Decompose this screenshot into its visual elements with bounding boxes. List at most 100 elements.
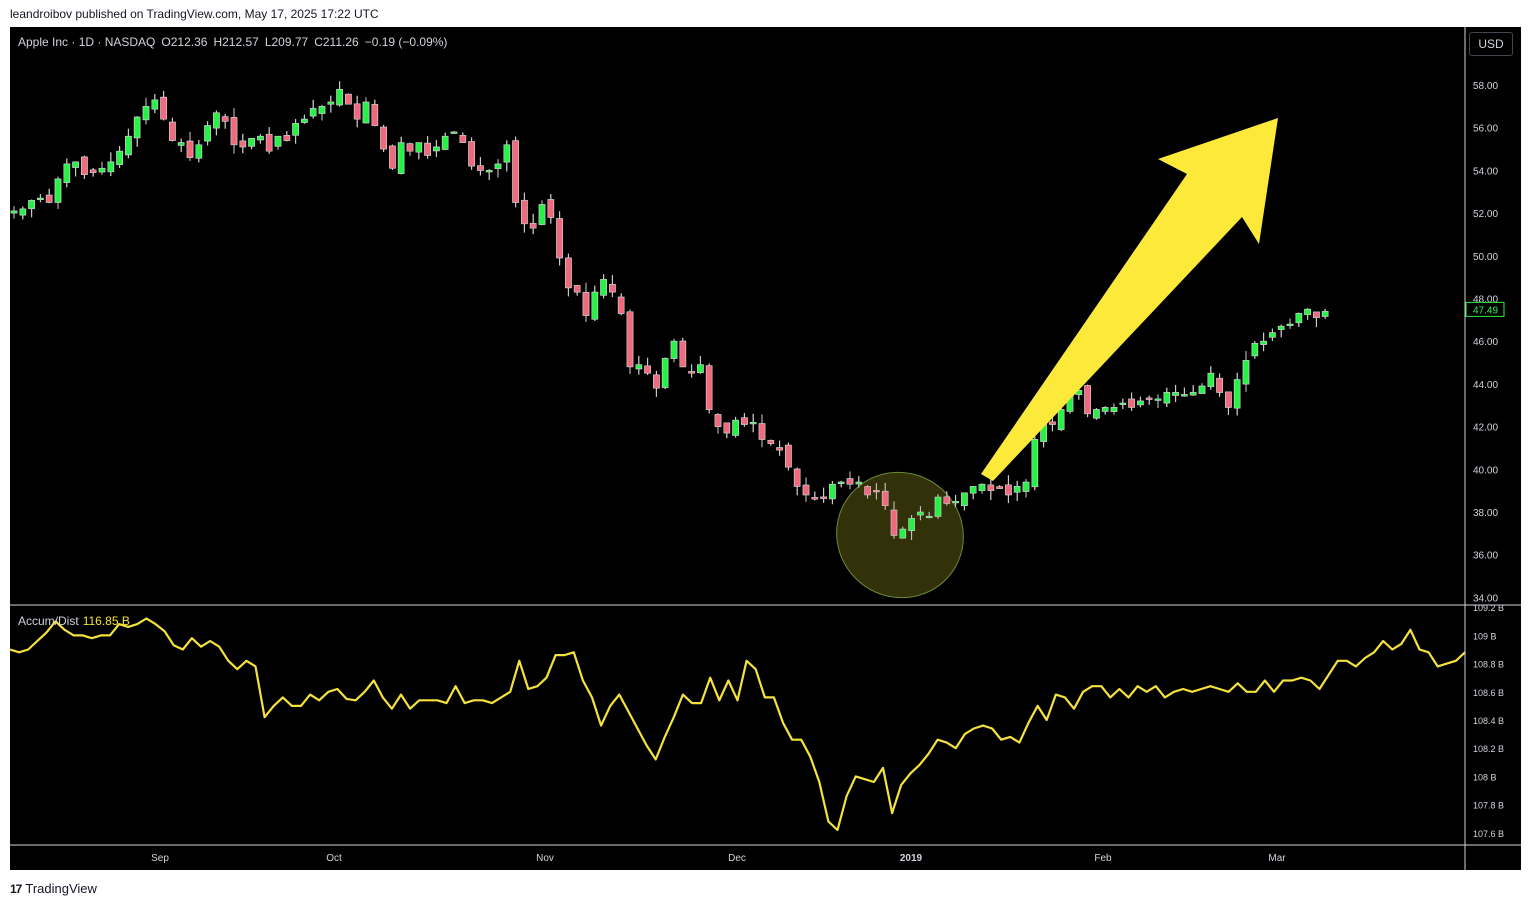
candle-body xyxy=(978,483,986,491)
time-tick-label: Mar xyxy=(1268,853,1286,864)
candle-body xyxy=(1233,379,1241,409)
chart-canvas[interactable]: 58.00 56.00 54.00 52.00 50.00 48.00 46.00 44.00… xyxy=(10,27,1521,870)
candle-body xyxy=(1005,484,1012,496)
candle-body xyxy=(820,496,827,499)
up-arrow-icon xyxy=(981,118,1278,481)
published-line: leandroibov published on TradingView.com… xyxy=(10,7,379,21)
candle-body xyxy=(1154,398,1162,401)
candle-body xyxy=(1049,421,1056,425)
last-price-label: 47.49 xyxy=(1473,305,1498,316)
candle-body xyxy=(908,518,915,531)
candle-body xyxy=(1304,308,1311,316)
candle-body xyxy=(81,156,88,175)
candle-body xyxy=(301,118,308,123)
candle-body xyxy=(1295,313,1303,324)
candle-body xyxy=(28,199,35,210)
candle-body xyxy=(529,222,537,229)
candle-body xyxy=(881,490,889,506)
open-value: O212.36 xyxy=(161,35,208,49)
candle-body xyxy=(89,169,97,173)
candle-body xyxy=(1119,402,1127,405)
candle-body xyxy=(996,486,1003,489)
candle-body xyxy=(54,178,62,203)
change-value: −0.19 (−0.09%) xyxy=(364,35,448,49)
candle-body xyxy=(371,104,379,126)
candle-body xyxy=(1022,481,1030,492)
time-tick-label: Nov xyxy=(536,853,554,864)
candle-body xyxy=(389,145,396,169)
candle-body xyxy=(802,484,810,496)
candle-body xyxy=(1084,385,1091,415)
candle-body xyxy=(565,257,572,289)
candle-body xyxy=(785,444,792,468)
candle-body xyxy=(274,135,282,147)
candle-body xyxy=(917,511,924,516)
candle-body xyxy=(811,497,819,500)
price-tick-label: 36.00 xyxy=(1473,551,1498,562)
candle-body xyxy=(705,365,713,410)
currency-button[interactable]: USD xyxy=(1469,32,1513,56)
candle-body xyxy=(63,163,71,183)
candle-body xyxy=(98,167,106,173)
candle-body xyxy=(169,121,176,141)
candle-body xyxy=(943,496,951,504)
low-value: L209.77 xyxy=(264,35,309,49)
indicator-legend[interactable]: Accum/Dist 116.85 B xyxy=(18,614,130,628)
candle-body xyxy=(353,103,361,120)
candle-body xyxy=(846,478,854,485)
candle-body xyxy=(837,481,845,484)
candle-body xyxy=(1242,360,1250,385)
candle-body xyxy=(1277,325,1285,330)
candle-body xyxy=(468,141,475,167)
candle-body xyxy=(714,414,722,427)
candle-body xyxy=(890,509,898,536)
candle-body xyxy=(1286,323,1294,326)
indicator-tick-label: 108 B xyxy=(1473,772,1497,782)
candle-body xyxy=(1321,311,1329,317)
candle-body xyxy=(609,284,616,293)
candle-body xyxy=(899,528,907,539)
candle-body xyxy=(512,140,519,203)
candle-body xyxy=(204,125,211,142)
candle-body xyxy=(661,357,669,388)
tradingview-logo-icon: 17 xyxy=(10,881,22,896)
candle-body xyxy=(248,138,255,147)
candle-body xyxy=(626,311,634,368)
candle-body xyxy=(292,123,299,136)
time-tick-label: 2019 xyxy=(900,853,923,864)
candle-body xyxy=(318,106,326,114)
candle-body xyxy=(934,496,942,517)
indicator-tick-label: 107.6 B xyxy=(1473,829,1504,839)
price-tick-label: 48.00 xyxy=(1473,295,1498,306)
candle-body xyxy=(415,142,423,153)
candle-body xyxy=(133,116,141,139)
close-value: C211.26 xyxy=(314,35,359,49)
candle-body xyxy=(538,204,546,225)
candle-body xyxy=(749,422,757,425)
high-value: H212.57 xyxy=(213,35,259,49)
candle-body xyxy=(776,447,783,451)
candle-body xyxy=(72,161,79,168)
price-tick-label: 52.00 xyxy=(1473,209,1498,220)
candle-body xyxy=(1128,398,1135,408)
chart-frame[interactable]: 58.00 56.00 54.00 52.00 50.00 48.00 46.00 44.00… xyxy=(10,27,1521,870)
candle-body xyxy=(494,163,502,169)
candle-body xyxy=(679,340,687,368)
candle-body xyxy=(582,292,590,316)
time-tick-label: Oct xyxy=(326,853,342,864)
candle-body xyxy=(1225,391,1232,408)
price-tick-label: 58.00 xyxy=(1473,81,1498,92)
candle-body xyxy=(688,371,695,374)
candle-body xyxy=(767,440,775,444)
candle-body xyxy=(345,93,352,105)
candle-body xyxy=(1189,392,1197,396)
candle-body xyxy=(969,486,977,494)
candle-body xyxy=(732,419,739,436)
candle-body xyxy=(1110,407,1118,412)
indicator-tick-label: 108.8 B xyxy=(1473,660,1504,670)
indicator-tick-label: 109.2 B xyxy=(1473,603,1504,613)
candle-body xyxy=(1251,343,1259,357)
candle-body xyxy=(177,142,185,146)
price-tick-label: 34.00 xyxy=(1473,593,1498,604)
candle-body xyxy=(336,88,343,106)
